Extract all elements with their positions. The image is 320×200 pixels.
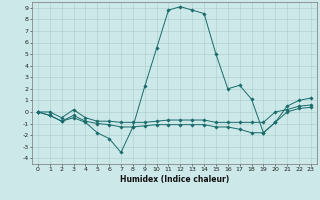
X-axis label: Humidex (Indice chaleur): Humidex (Indice chaleur)	[120, 175, 229, 184]
